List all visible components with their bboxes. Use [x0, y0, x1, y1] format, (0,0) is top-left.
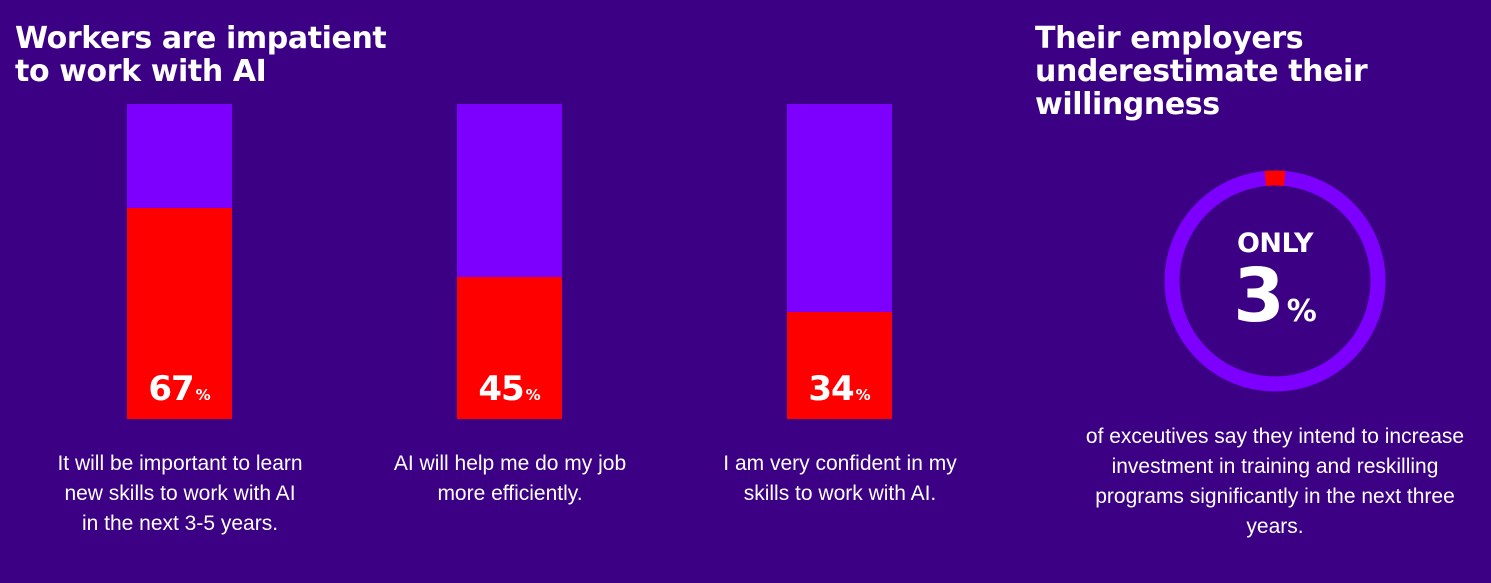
bar-value-unit-2: % — [525, 386, 541, 404]
bar-fill-2 — [457, 277, 562, 419]
bar-value-number-1: 67 — [148, 369, 194, 409]
bar-track-2: 45% — [457, 104, 562, 419]
donut-chart — [1164, 170, 1386, 392]
donut-caption: of exceutives say they intend to increas… — [1085, 425, 1465, 538]
right-panel-title: Their employers underestimate their will… — [1035, 21, 1368, 122]
bar-caption-3: I am very confident in my skills to work… — [723, 452, 957, 505]
bar-value-unit-3: % — [855, 386, 871, 404]
bar-track-3: 34% — [787, 104, 892, 419]
bar-track-1: 67% — [127, 104, 232, 419]
bar-caption-2: AI will help me do my job more efficient… — [393, 452, 627, 505]
bar-value-label-1: 67% — [127, 369, 232, 409]
bar-value-number-3: 34 — [808, 369, 854, 409]
bar-value-unit-1: % — [195, 386, 211, 404]
donut-value-number: 3 — [1233, 253, 1285, 339]
left-panel-title: Workers are impatient to work with AI — [15, 21, 387, 89]
donut-value-unit: % — [1286, 294, 1317, 329]
donut-value-label: 3% — [1160, 256, 1390, 336]
bar-caption-1: It will be important to learn new skills… — [57, 452, 303, 535]
bar-value-label-3: 34% — [787, 369, 892, 409]
donut-label-only: ONLY — [1236, 228, 1314, 259]
bar-fill-3 — [787, 311, 892, 419]
donut-slice-highlight — [1164, 170, 1386, 392]
bar-fill-1 — [127, 207, 232, 419]
bar-value-number-2: 45 — [478, 369, 524, 409]
bar-value-label-2: 45% — [457, 369, 562, 409]
